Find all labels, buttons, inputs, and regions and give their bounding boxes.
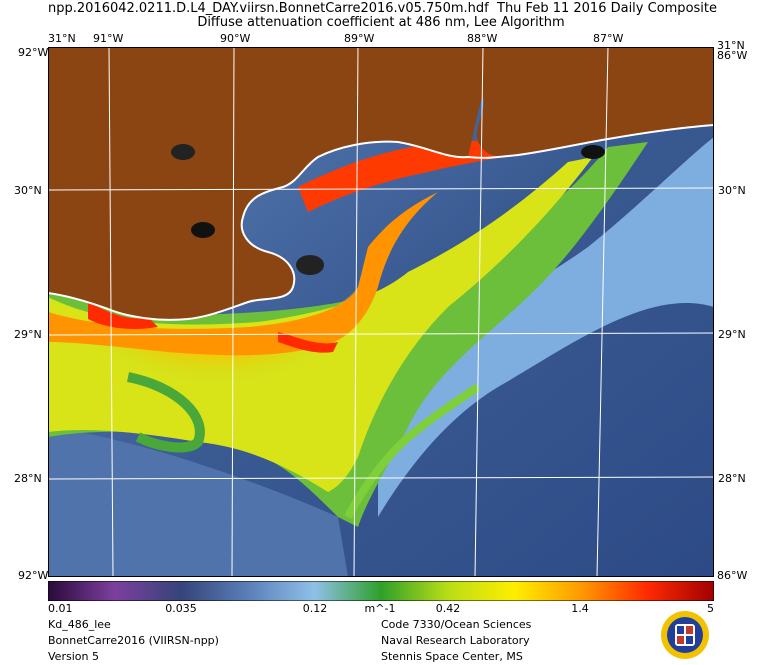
- file-name: npp.2016042.0211.D.L4_DAY.viirsn.BonnetC…: [48, 1, 489, 16]
- orange-sediment-plume: [48, 177, 488, 437]
- colorbar-tick-6: 5: [707, 602, 714, 615]
- lon-label-88w: 88°W: [467, 32, 498, 45]
- land-mass: [48, 47, 714, 320]
- dataset-name: BonnetCarre2016 (VIIRSN-npp): [48, 634, 219, 647]
- lon-label-90w: 90°W: [220, 32, 251, 45]
- meridian-89w: [353, 47, 359, 577]
- lat-label-left-28n: 28°N: [14, 472, 42, 485]
- eastern-shelf-water: [378, 137, 714, 517]
- parallel-28n: [48, 476, 714, 480]
- corner-top-right-lat-label: 31°N: [717, 39, 745, 52]
- org-name: Naval Research Laboratory: [381, 634, 530, 647]
- lat-label-left-29n: 29°N: [14, 328, 42, 341]
- nrl-seal-icon: [661, 611, 709, 659]
- lat-label-left-30n: 30°N: [14, 184, 42, 197]
- mobile-bay-dark: [581, 145, 605, 159]
- kd490-map: [48, 47, 714, 577]
- green-filament-west: [126, 372, 205, 453]
- lake-borgne: [296, 255, 324, 275]
- map-frame: [48, 47, 714, 577]
- seal-quadrant-2: [686, 626, 693, 634]
- graticule: [48, 47, 714, 577]
- parallel-29n: [48, 332, 714, 336]
- red-mississippi-sound: [298, 140, 548, 212]
- seal-quadrant-4: [686, 636, 693, 644]
- lake-maurepas: [171, 144, 195, 160]
- green-filament-south: [344, 383, 481, 519]
- footer-left: Kd_486_lee BonnetCarre2016 (VIIRSN-npp) …: [48, 617, 219, 665]
- footer-right: Code 7330/Ocean Sciences Naval Research …: [381, 617, 531, 665]
- colorbar-tick-0: 0.01: [48, 602, 73, 615]
- colorbar-gradient: [48, 581, 714, 601]
- colorbar-tick-5: 1.4: [571, 602, 589, 615]
- product-title: Diffuse attenuation coefficient at 486 n…: [197, 15, 565, 30]
- corner-bottom-right-lon-label: 86°W: [717, 569, 748, 582]
- seal-quadrant-1: [677, 626, 684, 634]
- meridian-88w: [474, 47, 484, 577]
- red-nearshore-delta: [278, 332, 338, 353]
- lon-label-89w: 89°W: [344, 32, 375, 45]
- corner-top-left-lon-label: 92°W: [18, 46, 49, 59]
- corner-top-right-lon-label: 86°W: [717, 49, 748, 62]
- corner-top-lat-label: 31°N: [48, 32, 76, 45]
- colorbar-tick-4: 0.42: [435, 602, 461, 615]
- colorbar-units: m^-1: [364, 602, 396, 615]
- western-shelf-water: [48, 427, 348, 577]
- version-label: Version 5: [48, 650, 99, 663]
- lat-label-right-30n: 30°N: [718, 184, 746, 197]
- meridian-87w: [596, 47, 609, 577]
- product-name: Kd_486_lee: [48, 618, 111, 631]
- lon-label-87w: 87°W: [593, 32, 624, 45]
- corner-bottom-left-lon-label: 92°W: [18, 569, 49, 582]
- org-code: Code 7330/Ocean Sciences: [381, 618, 532, 631]
- colorbar-tick-2: 0.12: [302, 602, 328, 615]
- nearshore-orange-water: [48, 192, 438, 356]
- red-nearshore-west: [88, 302, 158, 330]
- colorbar: [48, 581, 714, 601]
- meridian-90w: [231, 47, 235, 577]
- meridian-91w: [108, 47, 114, 577]
- colorbar-tick-1: 0.035: [165, 602, 197, 615]
- org-location: Stennis Space Center, MS: [381, 650, 523, 663]
- parallel-30n: [48, 187, 714, 191]
- lon-label-91w: 91°W: [93, 32, 124, 45]
- seal-quadrant-3: [677, 636, 684, 644]
- lat-label-right-29n: 29°N: [718, 328, 746, 341]
- composite-date: Thu Feb 11 2016 Daily Composite: [497, 1, 717, 16]
- lake-pontchartrain-west: [191, 222, 215, 238]
- lat-label-right-28n: 28°N: [718, 472, 746, 485]
